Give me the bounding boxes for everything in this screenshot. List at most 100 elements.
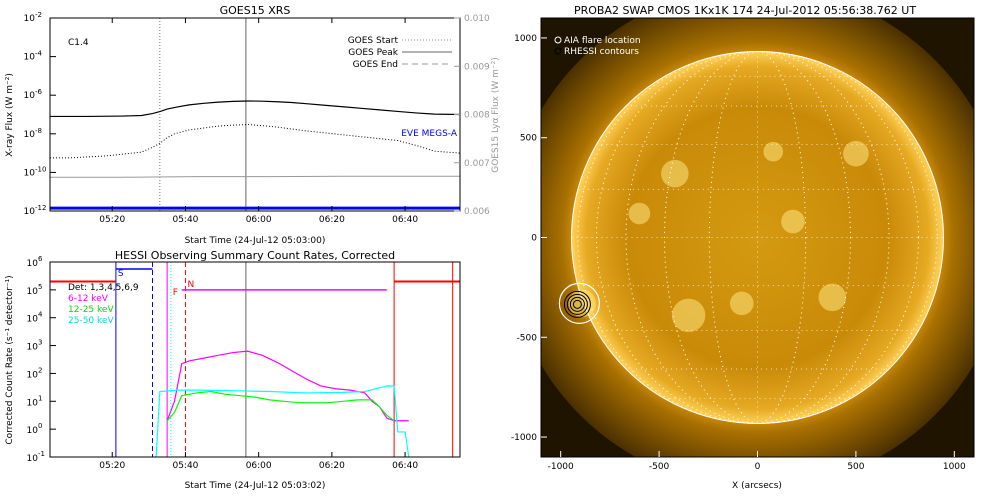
swap-x-tick-label: 500 <box>847 462 864 472</box>
legend-rhessi-contours: RHESSI contours <box>564 47 639 57</box>
swap-x-tick-label: -1000 <box>548 462 574 472</box>
hessi-x-tick-label: 05:40 <box>172 461 198 471</box>
swap-x-axis: -1000 -500 0 500 1000 <box>548 451 966 472</box>
goes-x-tick-label: 06:20 <box>319 215 345 225</box>
hessi-y-tick-exp: -1 <box>38 450 45 458</box>
goes-x-tick-label: 06:00 <box>246 215 272 225</box>
hessi-x-axis: 05:20 05:40 06:00 06:20 06:40 <box>99 452 418 471</box>
active-region <box>781 209 805 234</box>
hessi-flag-N: N <box>187 280 194 290</box>
goes-y2-axis: 0.010 0.009 0.008 0.007 0.006 <box>454 14 490 217</box>
goes-series-long <box>50 100 460 118</box>
swap-x-tick-label: -500 <box>649 462 670 472</box>
hessi-y-tick-label: 10 <box>27 454 39 464</box>
hessi-plot-area <box>50 262 460 457</box>
hessi-flag-markers: S FN <box>118 269 194 298</box>
legend-aia-swatch <box>554 36 562 44</box>
active-region <box>671 298 706 333</box>
goes-y-tick-label: 10 <box>24 207 36 217</box>
hessi-y-tick-label: 10 <box>27 315 39 325</box>
hessi-title: HESSI Observing Summary Count Rates, Cor… <box>115 249 395 262</box>
hessi-flag-F: F <box>173 288 178 298</box>
goes-series-lya <box>50 175 460 178</box>
hessi-x-label: Start Time (24-Jul-12 05:03:02) <box>185 481 326 491</box>
goes-y-tick-exp: -6 <box>35 88 43 96</box>
aia-flare-location-circle <box>558 282 600 324</box>
goes-y-tick-label: 10 <box>24 53 36 63</box>
swap-y-tick-label: -500 <box>517 333 538 343</box>
goes-y-tick-label: 10 <box>24 168 36 178</box>
hessi-x-tick-label: 06:00 <box>246 461 272 471</box>
legend-25-50kev: 25-50 keV <box>68 316 114 326</box>
goes-panel: GOES15 XRS 05:20 05:40 06:00 06:20 06:40 10-… <box>5 4 501 246</box>
hessi-y-tick-label: 10 <box>27 370 39 380</box>
swap-y-tick-label: 0 <box>531 234 537 244</box>
hessi-y-tick-exp: 2 <box>38 366 42 374</box>
goes-x-axis: 05:20 05:40 06:00 06:20 06:40 <box>99 18 418 225</box>
swap-panel: PROBA2 SWAP CMOS 1Kx1K 174 24-Jul-2012 0… <box>511 4 975 491</box>
grid-longitude <box>595 51 920 424</box>
hessi-y-tick-exp: 6 <box>38 255 43 263</box>
swap-x-tick-label: 1000 <box>943 462 966 472</box>
swap-y-axis: 1000 500 0 -500 -1000 <box>511 34 547 443</box>
goes-y-tick-label: 10 <box>24 91 36 101</box>
swap-y-tick-label: -1000 <box>511 433 537 443</box>
hessi-legend: Det: 1,3,4,5,6,9 6-12 keV 12-25 keV 25-5… <box>68 283 139 326</box>
active-region <box>628 202 651 225</box>
rhessi-contour <box>566 293 588 315</box>
swap-y-tick-label: 1000 <box>514 34 537 44</box>
hessi-y-tick-label: 10 <box>27 398 39 408</box>
goes-y2-tick-label: 0.007 <box>464 159 490 169</box>
hessi-y-tick-exp: 1 <box>38 394 42 402</box>
hessi-flag-S: S <box>118 269 124 279</box>
swap-y-tick-label: 500 <box>520 134 537 144</box>
hessi-series-0 <box>166 350 409 422</box>
legend-goes-end: GOES End <box>353 60 398 70</box>
goes-title: GOES15 XRS <box>220 4 291 17</box>
goes-y-tick-label: 10 <box>24 14 36 24</box>
goes-y2-tick-label: 0.009 <box>464 62 490 72</box>
goes-y-tick-exp: -8 <box>35 127 42 135</box>
hessi-y-tick-exp: 0 <box>38 422 42 430</box>
legend-goes-start: GOES Start <box>348 36 399 46</box>
goes-y2-tick-label: 0.010 <box>464 14 490 24</box>
goes-y-tick-exp: -4 <box>35 50 43 58</box>
hessi-y-tick-label: 10 <box>27 259 39 269</box>
sun-active-regions <box>568 140 869 333</box>
grid-longitude <box>577 51 938 424</box>
rhessi-contour <box>563 290 591 318</box>
active-region <box>729 291 754 316</box>
hessi-x-tick-label: 06:20 <box>319 461 345 471</box>
goes-y-label: X-ray Flux (W m⁻²) <box>5 73 15 157</box>
goes-class-label: C1.4 <box>68 38 89 48</box>
active-region <box>763 141 784 162</box>
swap-legend: AIA flare location RHESSI contours <box>554 36 641 57</box>
goes-x-tick-label: 05:40 <box>172 215 198 225</box>
hessi-y-tick-label: 10 <box>27 287 39 297</box>
flare-location-marks <box>558 282 600 324</box>
active-region <box>843 140 869 167</box>
rhessi-contour <box>569 296 585 312</box>
goes-x-tick-label: 06:40 <box>392 215 418 225</box>
legend-12-25kev: 12-25 keV <box>68 305 114 315</box>
hessi-panel: HESSI Observing Summary Count Rates, Cor… <box>5 249 461 491</box>
hessi-y-tick-exp: 4 <box>38 311 43 319</box>
eve-megs-label: EVE MEGS-A <box>401 129 458 139</box>
goes-y2-tick-label: 0.008 <box>464 111 490 121</box>
hessi-y-label: Corrected Count Rate (s⁻¹ detector⁻¹) <box>5 275 15 444</box>
hessi-series-2 <box>155 385 410 457</box>
hessi-frame <box>49 261 461 458</box>
hessi-y-tick-label: 10 <box>27 426 39 436</box>
hessi-y-tick-exp: 5 <box>38 283 42 291</box>
goes-x-label: Start Time (24-Jul-12 05:03:00) <box>185 236 326 246</box>
legend-rhessi-swatch <box>554 47 562 55</box>
goes-series-short <box>50 124 460 159</box>
hessi-y-tick-exp: 3 <box>38 339 42 347</box>
goes-legend: GOES Start GOES Peak GOES End <box>348 36 452 70</box>
goes-x-tick-label: 05:20 <box>99 215 125 225</box>
swap-image <box>541 18 974 457</box>
active-region <box>661 159 689 188</box>
hessi-detector-label: Det: 1,3,4,5,6,9 <box>68 283 139 293</box>
